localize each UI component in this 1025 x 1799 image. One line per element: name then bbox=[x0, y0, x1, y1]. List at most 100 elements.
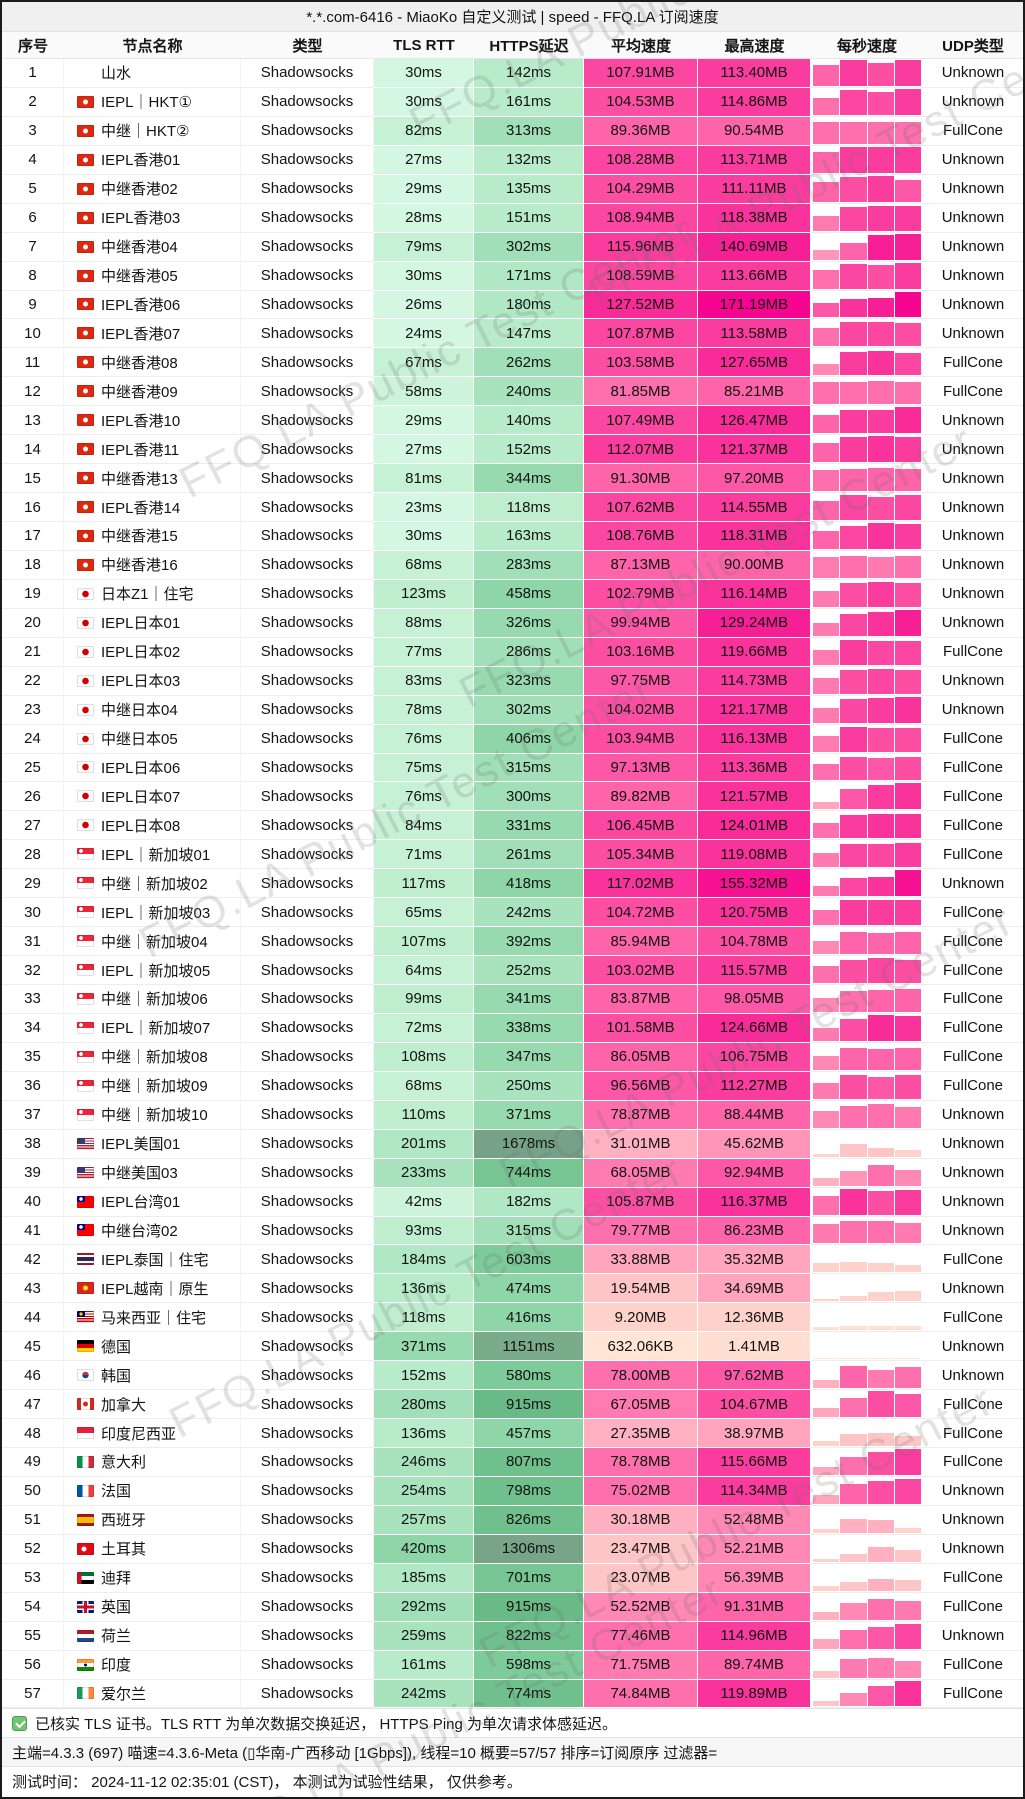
avg-speed-cell: 23.47MB bbox=[584, 1534, 698, 1564]
tls-rtt-cell: 78ms bbox=[374, 695, 474, 725]
node-name-cell: 中继｜新加坡10 bbox=[64, 1100, 241, 1130]
node-type: Shadowsocks bbox=[241, 348, 374, 378]
node-type: Shadowsocks bbox=[241, 782, 374, 812]
per-second-bars bbox=[811, 116, 923, 146]
max-speed-cell: 45.62MB bbox=[698, 1129, 811, 1159]
table-row: 38 IEPL美国01 Shadowsocks 201ms 1678ms 31.01MB 4… bbox=[2, 1129, 1023, 1159]
node-name-cell: 中继｜新加坡06 bbox=[64, 985, 241, 1014]
avg-speed-cell: 78.78MB bbox=[584, 1448, 698, 1477]
https-latency-cell: 580ms bbox=[474, 1361, 584, 1391]
speed-bar-segment bbox=[840, 1397, 867, 1418]
speed-bar-segment bbox=[894, 1550, 921, 1562]
per-second-bars bbox=[811, 666, 923, 696]
avg-speed-cell: 103.58MB bbox=[584, 348, 698, 378]
speed-bar-segment bbox=[894, 783, 921, 810]
row-seq: 1 bbox=[2, 59, 64, 88]
max-speed-cell: 52.21MB bbox=[698, 1534, 811, 1564]
node-name-cell: IEPL日本06 bbox=[64, 753, 241, 783]
speed-bar-segment bbox=[813, 1153, 840, 1157]
flag-hk-icon bbox=[77, 269, 94, 282]
avg-speed-cell: 103.02MB bbox=[584, 956, 698, 985]
tls-rtt-cell: 42ms bbox=[374, 1187, 474, 1217]
udp-type-cell: Unknown bbox=[923, 1129, 1023, 1159]
col-header-https: HTTPS延迟 bbox=[489, 37, 569, 55]
max-speed-cell: 38.97MB bbox=[698, 1419, 811, 1448]
udp-type-cell: FullCone bbox=[923, 1245, 1023, 1275]
flag-hk-icon bbox=[77, 356, 94, 369]
avg-speed-cell: 87.13MB bbox=[584, 550, 698, 580]
udp-type-cell: Unknown bbox=[923, 869, 1023, 899]
speed-bar-segment bbox=[813, 1494, 840, 1504]
tls-rtt-cell: 117ms bbox=[374, 869, 474, 899]
tls-rtt-cell: 30ms bbox=[374, 522, 474, 551]
avg-speed-cell: 71.75MB bbox=[584, 1650, 698, 1680]
tls-rtt-cell: 246ms bbox=[374, 1448, 474, 1477]
node-type: Shadowsocks bbox=[241, 1187, 374, 1217]
tls-rtt-cell: 30ms bbox=[374, 261, 474, 291]
flag-hk-icon bbox=[77, 385, 94, 398]
max-speed-cell: 114.96MB bbox=[698, 1621, 811, 1651]
udp-type-cell: FullCone bbox=[923, 811, 1023, 841]
row-seq: 36 bbox=[2, 1071, 64, 1101]
node-name-cell: 西班牙 bbox=[64, 1505, 241, 1535]
max-speed-cell: 115.66MB bbox=[698, 1448, 811, 1477]
node-name-cell: 英国 bbox=[64, 1592, 241, 1622]
flag-hk-icon bbox=[77, 95, 94, 108]
max-speed-cell: 129.24MB bbox=[698, 608, 811, 638]
speed-bar-segment bbox=[867, 1221, 894, 1244]
max-speed-cell: 56.39MB bbox=[698, 1563, 811, 1593]
avg-speed-cell: 86.05MB bbox=[584, 1042, 698, 1072]
max-speed-cell: 118.38MB bbox=[698, 203, 811, 233]
max-speed-cell: 119.66MB bbox=[698, 637, 811, 667]
per-second-bars bbox=[811, 348, 923, 378]
avg-speed-cell: 108.76MB bbox=[584, 522, 698, 551]
avg-speed-cell: 106.45MB bbox=[584, 811, 698, 841]
tls-rtt-cell: 259ms bbox=[374, 1621, 474, 1651]
per-second-bars bbox=[811, 782, 923, 812]
row-seq: 14 bbox=[2, 435, 64, 465]
table-row: 8 中继香港05 Shadowsocks 30ms 171ms 108.59MB 113.6… bbox=[2, 261, 1023, 291]
flag-sg-icon bbox=[77, 848, 94, 861]
row-seq: 7 bbox=[2, 232, 64, 262]
https-latency-cell: 182ms bbox=[474, 1187, 584, 1217]
table-row: 30 IEPL｜新加坡03 Shadowsocks 65ms 242ms 104.72MB… bbox=[2, 898, 1023, 928]
flag-ca-icon bbox=[77, 1398, 94, 1411]
speed-bar-segment bbox=[867, 205, 894, 231]
footer-meta-row: 主端=4.3.3 (697) 喵速=4.3.6-Meta (▯华南-广西移动 [… bbox=[2, 1737, 1023, 1767]
tls-rtt-cell: 233ms bbox=[374, 1158, 474, 1188]
speed-bar-segment bbox=[867, 297, 894, 318]
speed-bar-segment bbox=[894, 1527, 921, 1533]
speed-bar-segment bbox=[813, 363, 840, 376]
node-name-cell: IEPL日本01 bbox=[64, 608, 241, 638]
https-latency-cell: 171ms bbox=[474, 261, 584, 291]
speed-bar-segment bbox=[867, 843, 894, 868]
node-name-cell: IEPL｜新加坡01 bbox=[64, 840, 241, 870]
row-seq: 37 bbox=[2, 1100, 64, 1130]
max-speed-cell: 124.66MB bbox=[698, 1013, 811, 1043]
speed-bar-segment bbox=[813, 1528, 840, 1533]
udp-type-cell: FullCone bbox=[923, 1679, 1023, 1709]
node-name: 英国 bbox=[101, 1599, 132, 1617]
node-name: 印度 bbox=[101, 1657, 132, 1675]
per-second-bars bbox=[811, 87, 923, 117]
udp-type-cell: FullCone bbox=[923, 637, 1023, 667]
report-footer: 已核实 TLS 证书。TLS RTT 为单次数据交换延迟， HTTPS Ping… bbox=[2, 1708, 1023, 1796]
tls-rtt-cell: 58ms bbox=[374, 377, 474, 407]
speed-bar-segment bbox=[813, 415, 840, 434]
node-name: 中继香港08 bbox=[101, 354, 178, 372]
tls-rtt-cell: 76ms bbox=[374, 782, 474, 812]
https-latency-cell: 474ms bbox=[474, 1274, 584, 1304]
udp-type-cell: Unknown bbox=[923, 1621, 1023, 1651]
speed-bar-segment bbox=[867, 321, 894, 347]
speed-bar-segment bbox=[894, 1150, 921, 1157]
node-type: Shadowsocks bbox=[241, 232, 374, 262]
speed-bar-segment bbox=[867, 1263, 894, 1273]
per-second-bars bbox=[811, 985, 923, 1014]
per-second-bars bbox=[811, 493, 923, 522]
udp-type-cell: Unknown bbox=[923, 666, 1023, 696]
row-seq: 34 bbox=[2, 1013, 64, 1043]
flag-jp-icon bbox=[77, 819, 94, 832]
speed-bar-segment bbox=[840, 932, 867, 955]
per-second-bars bbox=[811, 464, 923, 494]
per-second-bars bbox=[811, 435, 923, 465]
